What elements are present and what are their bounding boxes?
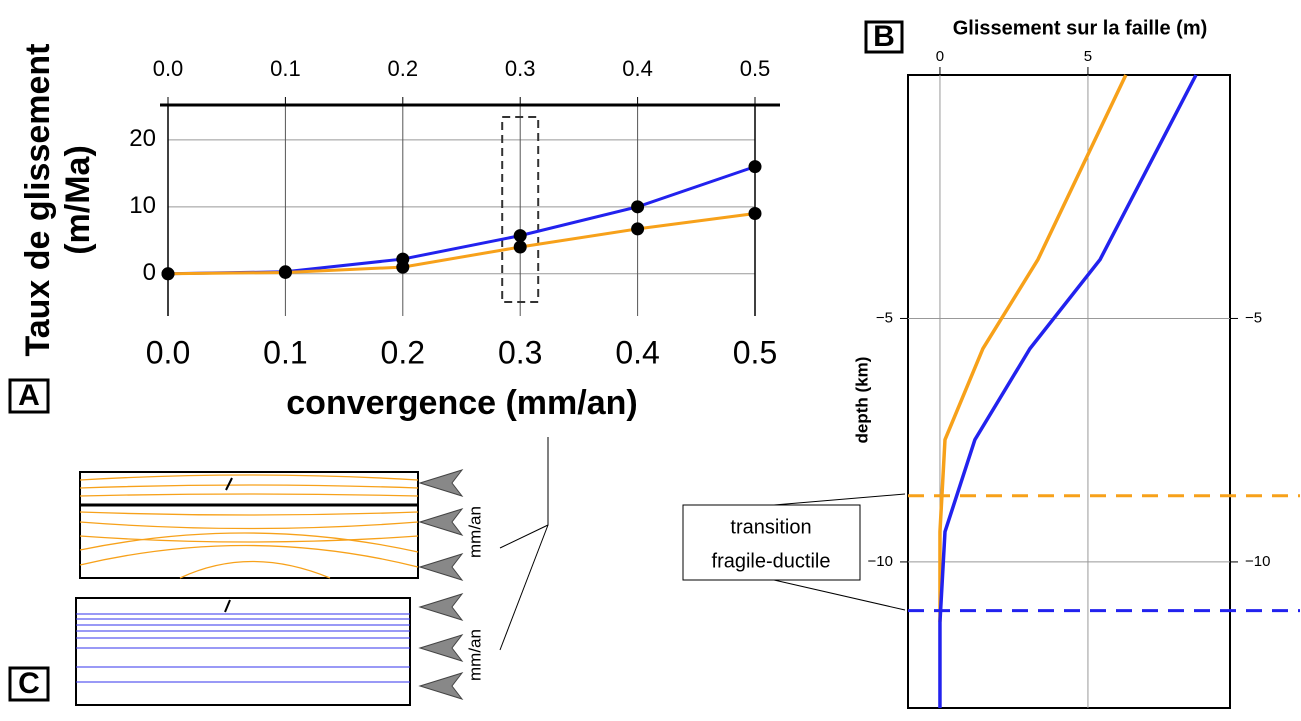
- connector: [499, 437, 549, 651]
- series-line: [167, 212, 756, 276]
- highlight-box: [501, 116, 540, 303]
- y-axis-label: depth (km): [852, 357, 871, 444]
- y-axis-label: (m/Ma): [59, 145, 97, 255]
- y-axis-label: Taux de glissement: [19, 43, 57, 356]
- y-tick-label: −10: [1245, 553, 1270, 570]
- y-tick-label: 10: [129, 192, 156, 219]
- data-point: [161, 267, 175, 281]
- x-tick-label: 0.2: [381, 334, 425, 370]
- x-tick-label: 0: [936, 48, 944, 65]
- data-point: [748, 160, 762, 174]
- x-axis-label: convergence (mm/an): [286, 384, 637, 422]
- annotation-leader: [773, 493, 906, 611]
- plot-frame: [907, 74, 1231, 709]
- x-tick-label: 0.4: [615, 334, 659, 370]
- x-tick-label: 5: [1084, 48, 1092, 65]
- data-point: [278, 265, 292, 279]
- x-tick-label: 0.2: [388, 56, 419, 81]
- panel-label: A: [18, 379, 40, 412]
- data-point: [396, 260, 410, 274]
- x-tick-label: 0.5: [733, 334, 777, 370]
- series-line: [938, 74, 1128, 622]
- x-tick-label: 0.0: [153, 56, 184, 81]
- data-point: [631, 222, 645, 236]
- panel-box: [8, 378, 50, 414]
- annotation-box: [682, 504, 861, 581]
- data-point: [748, 207, 762, 221]
- y-tick-label: −5: [1245, 309, 1262, 326]
- series-line: [938, 74, 1198, 708]
- y-tick-label: −5: [876, 309, 893, 326]
- diagram-label: mm/an: [465, 506, 484, 558]
- annotation: transition: [730, 516, 811, 538]
- chart-title: Glissement sur la faille (m): [953, 17, 1208, 39]
- y-tick-label: 20: [129, 125, 156, 152]
- panel-label: B: [873, 20, 895, 53]
- x-tick-label: 0.3: [505, 56, 536, 81]
- y-tick-label: −10: [868, 553, 893, 570]
- x-tick-label: 0.5: [740, 56, 771, 81]
- x-tick-label: 0.1: [270, 56, 301, 81]
- data-point: [631, 200, 645, 214]
- diagram-label: mm/an: [465, 629, 484, 681]
- x-tick-label: 0.4: [622, 56, 653, 81]
- x-tick-label: 0.3: [498, 334, 542, 370]
- y-tick-label: 0: [143, 259, 156, 286]
- annotation: fragile-ductile: [712, 550, 831, 572]
- panel-label: C: [18, 667, 40, 700]
- panel-box: [8, 666, 50, 702]
- diagram-c: mm/an mm/an: [75, 469, 484, 706]
- panel-box: [864, 20, 904, 54]
- data-point: [513, 229, 527, 243]
- x-tick-label: 0.0: [146, 334, 190, 370]
- data-point: [513, 240, 527, 254]
- x-tick-label: 0.1: [263, 334, 307, 370]
